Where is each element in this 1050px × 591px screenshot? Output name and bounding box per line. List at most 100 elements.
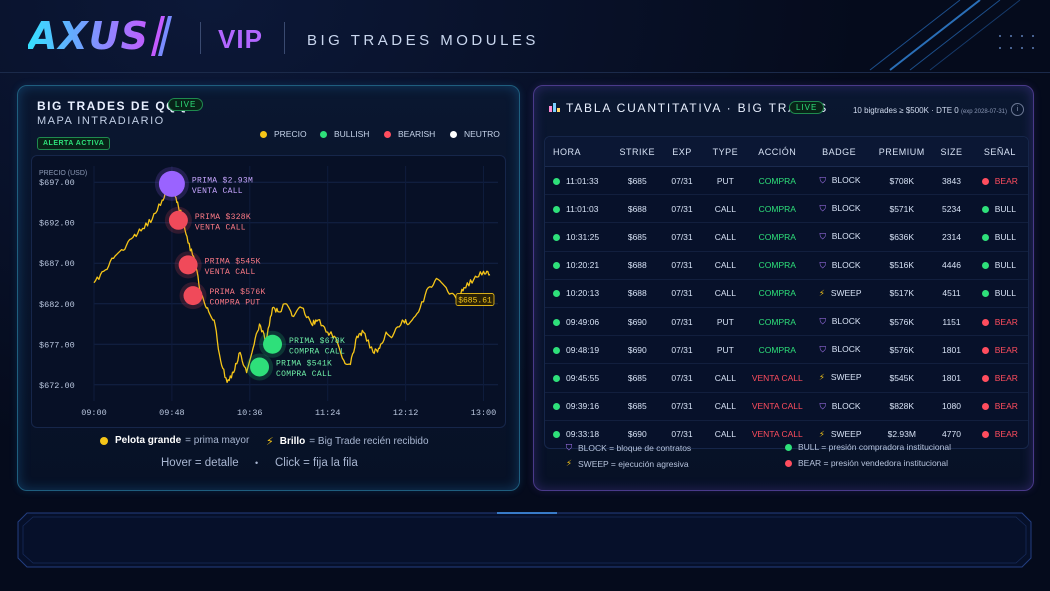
status-dot-icon — [553, 233, 560, 241]
cell-accion: COMPRA — [748, 222, 807, 252]
table-row[interactable]: 09:39:16 $685 07/31 CALL VENTA CALL ⛉ BLOCK $82… — [545, 392, 1028, 421]
trade-action-label: VENTA CALL — [205, 268, 256, 277]
column-header-type[interactable]: TYPE — [702, 137, 749, 167]
cell-premium: $517K — [872, 279, 932, 308]
cell-accion: COMPRA — [748, 194, 807, 224]
trade-premium-label: PRIMA $328K — [195, 213, 251, 222]
cell-strike: $688 — [612, 279, 662, 308]
trade-bubble[interactable] — [250, 357, 270, 377]
table-row[interactable]: 09:48:19 $690 07/31 PUT COMPRA ⛉ BLOCK $576K 180… — [545, 335, 1028, 365]
table-row[interactable]: 11:01:03 $688 07/31 CALL COMPRA ⛉ BLOCK $571K 52… — [545, 194, 1028, 224]
senal-text: BULL — [994, 288, 1017, 299]
price-chart-svg[interactable]: PRECIO (USD) $697.00 $692.00 $687.00 $682.0… — [32, 156, 505, 427]
legend-item-precio[interactable]: PRECIO — [260, 129, 307, 139]
trade-action-label: COMPRA CALL — [289, 347, 345, 356]
cell-accion: COMPRA — [748, 251, 807, 280]
column-header-strike[interactable]: STRIKE — [612, 137, 662, 167]
column-header-accion[interactable]: ACCIÓN — [748, 137, 807, 167]
trade-bubble[interactable] — [178, 255, 198, 275]
column-header-badge[interactable]: BADGE — [806, 137, 873, 167]
chart-subtitle: MAPA INTRADIARIO — [37, 115, 165, 127]
trade-bubble[interactable] — [183, 286, 203, 306]
cell-senal: BEAR — [971, 392, 1028, 421]
cell-senal: BEAR — [971, 166, 1028, 196]
cell-strike: $685 — [612, 392, 662, 421]
table-row[interactable]: 09:49:06 $690 07/31 PUT COMPRA ⛉ BLOCK $576K 115… — [545, 307, 1028, 337]
bear-dot-icon — [981, 318, 989, 326]
cell-badge: ⚡ SWEEP — [806, 420, 872, 448]
table-row[interactable]: 10:31:25 $685 07/31 CALL COMPRA ⛉ BLOCK $636K 23… — [545, 222, 1028, 252]
legend-item-neutro[interactable]: NEUTRO — [450, 129, 500, 139]
legend-footnote-glow: ⚡ Brillo = Big Trade recién recibido — [266, 435, 429, 448]
cell-badge: ⛉ BLOCK — [806, 307, 873, 337]
table-row[interactable]: 09:33:18 $690 07/31 CALL VENTA CALL ⚡ SWEEP $2.… — [545, 420, 1028, 448]
column-header-senal[interactable]: SEÑAL — [971, 137, 1028, 167]
cell-accion: VENTA CALL — [748, 363, 807, 393]
cell-hora: 09:49:06 — [545, 307, 613, 337]
table-meta: 10 bigtrades ≥ $500K · DTE 0 (exp 2028-0… — [853, 106, 1007, 115]
intraday-chart[interactable]: PRECIO (USD) $697.00 $692.00 $687.00 $682.0… — [31, 155, 506, 428]
x-tick-label: 13:00 — [471, 408, 497, 418]
cell-exp: 07/31 — [661, 335, 703, 365]
status-dot-icon — [553, 318, 560, 326]
cell-size: 4511 — [931, 279, 972, 308]
app-header: AXUS VIP BIG TRADES MODULES — [0, 0, 1050, 73]
alert-badge[interactable]: ALERTA ACTIVA — [37, 137, 111, 150]
trade-bubble[interactable] — [168, 210, 188, 230]
cell-senal: BULL — [971, 279, 1028, 308]
header-decoration — [869, 0, 1034, 71]
axus-logo[interactable]: AXUS — [28, 14, 173, 58]
cell-exp: 07/31 — [661, 166, 703, 196]
legend-item-bearish[interactable]: BEARISH — [384, 129, 435, 139]
bull-dot-icon — [981, 233, 989, 241]
legend-block-text: BLOCK = bloque de contratos — [578, 442, 692, 453]
cell-size: 4446 — [931, 251, 972, 280]
neutral-dot-icon — [450, 130, 457, 138]
table-row[interactable]: 11:01:33 $685 07/31 PUT COMPRA ⛉ BLOCK $708K 384… — [545, 166, 1028, 196]
column-header-hora[interactable]: HORA — [545, 137, 613, 167]
badge-text: BLOCK — [831, 175, 861, 186]
cell-premium: $516K — [872, 251, 932, 280]
lightning-icon: ⚡ — [818, 428, 825, 439]
hora-text: 10:20:21 — [566, 260, 600, 271]
senal-text: BEAR — [994, 344, 1018, 355]
table-meta-expiry: (exp 2028-07-31) — [960, 109, 1007, 115]
bear-dot-icon — [981, 431, 989, 439]
trade-bubble[interactable] — [263, 334, 283, 354]
table-row[interactable]: 10:20:21 $688 07/31 CALL COMPRA ⛉ BLOCK $516K 44… — [545, 251, 1028, 280]
live-badge: LIVE — [168, 98, 204, 111]
badge-text: BLOCK — [831, 316, 861, 327]
column-header-exp[interactable]: EXP — [661, 137, 703, 167]
cell-badge: ⛉ BLOCK — [806, 335, 873, 365]
status-dot-icon — [553, 290, 560, 298]
x-tick-label: 12:12 — [393, 408, 419, 418]
hint-separator: • — [255, 458, 259, 468]
cell-size: 3843 — [931, 166, 972, 196]
legend-bear: BEAR = presión vendedora institucional — [785, 458, 948, 468]
column-header-size[interactable]: SIZE — [931, 137, 972, 167]
legend-item-bullish[interactable]: BULLISH — [320, 129, 369, 139]
table-row[interactable]: 09:45:55 $685 07/31 CALL VENTA CALL ⚡ SWEEP $54… — [545, 363, 1028, 393]
footnote-ball-text: = prima mayor — [185, 435, 250, 446]
bear-dot-icon — [981, 374, 989, 382]
cell-accion: COMPRA — [748, 279, 807, 308]
cell-exp: 07/31 — [661, 279, 703, 308]
senal-text: BULL — [994, 203, 1017, 214]
legend-sweep-text: SWEEP = ejecución agresiva — [578, 458, 689, 469]
bear-dot-icon — [785, 459, 792, 467]
cell-premium: $708K — [872, 166, 932, 196]
cell-type: CALL — [702, 251, 749, 280]
table-row[interactable]: 10:20:13 $688 07/31 CALL COMPRA ⚡ SWEEP $517K 45… — [545, 279, 1028, 308]
module-title: BIG TRADES MODULES — [307, 32, 539, 49]
column-header-premium[interactable]: PREMIUM — [872, 137, 932, 167]
cell-hora: 11:01:33 — [545, 166, 613, 196]
cell-type: PUT — [702, 166, 749, 196]
hora-text: 09:48:19 — [566, 344, 600, 355]
status-dot-icon — [553, 346, 560, 354]
cell-badge: ⛉ BLOCK — [806, 194, 873, 224]
cell-badge: ⛉ BLOCK — [806, 166, 873, 196]
bar-chart-icon — [549, 103, 560, 112]
trade-action-label: VENTA CALL — [195, 223, 246, 232]
info-icon[interactable]: i — [1011, 103, 1024, 116]
trade-bubble[interactable] — [158, 170, 185, 197]
